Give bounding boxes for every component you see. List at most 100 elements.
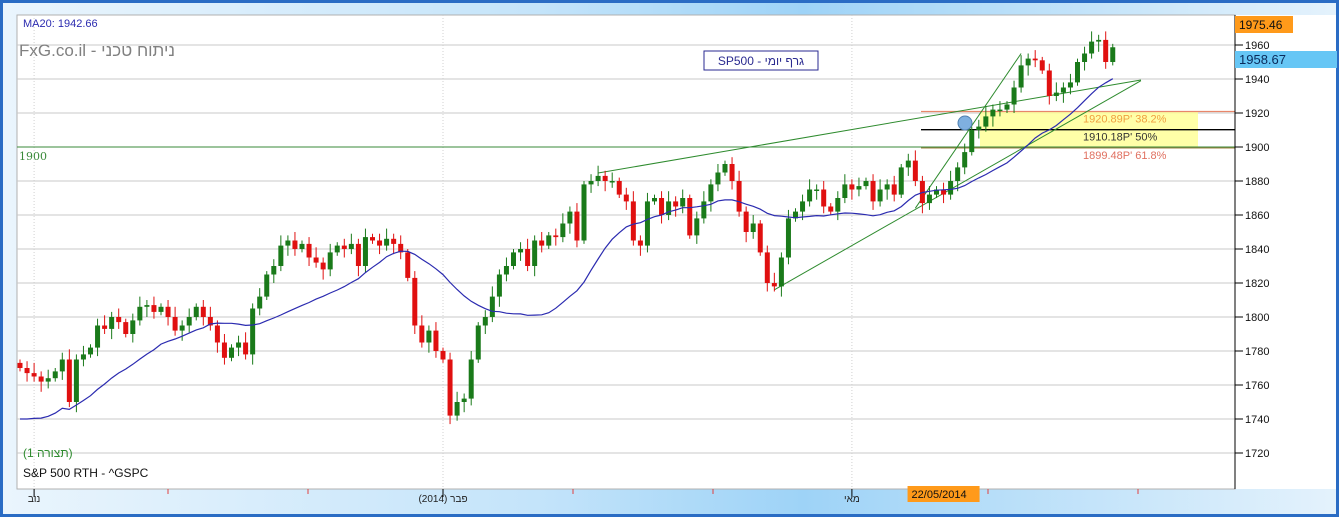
candle-body xyxy=(821,189,827,207)
candle-body xyxy=(278,245,284,266)
candle-body xyxy=(1053,92,1059,96)
candle-body xyxy=(186,317,192,326)
price-axis xyxy=(1235,15,1336,489)
ma20-label: MA20: 1942.66 xyxy=(23,18,98,30)
candle-body xyxy=(616,181,622,195)
x-tick-label: נוב xyxy=(28,494,41,505)
instrument-label: S&P 500 RTH - ^GSPC xyxy=(23,466,149,480)
candle-body xyxy=(320,262,326,270)
candle-body xyxy=(468,359,474,399)
candle-body xyxy=(990,109,996,117)
candle-body xyxy=(250,308,256,355)
candle-body xyxy=(257,296,263,309)
candle-body xyxy=(1089,41,1095,54)
candle-body xyxy=(461,398,467,402)
candle-body xyxy=(503,266,509,275)
candle-body xyxy=(525,249,531,266)
fibonacci-level-label: 1910.18P' 50% xyxy=(1083,132,1157,144)
candle-body xyxy=(31,373,37,377)
last-value: 1958.67 xyxy=(1239,52,1286,67)
candle-body xyxy=(962,152,968,168)
candle-body xyxy=(659,198,665,215)
candle-body xyxy=(983,116,989,127)
marker-ball-icon xyxy=(957,115,973,131)
candle-body xyxy=(1082,53,1088,62)
x-tick-label: מאי xyxy=(844,494,860,505)
candle-body xyxy=(419,325,425,343)
candle-body xyxy=(362,237,368,266)
brand-watermark: FxG.co.il - ניתוח טכני xyxy=(19,41,175,60)
candle-body xyxy=(609,181,615,183)
candle-body xyxy=(680,198,686,207)
candle-body xyxy=(102,325,108,329)
candle-body xyxy=(236,342,242,348)
candle-body xyxy=(842,184,848,198)
y-tick-label: 1760 xyxy=(1245,380,1269,392)
candle-body xyxy=(595,175,601,181)
candle-body xyxy=(785,218,791,258)
candle-body xyxy=(348,243,354,249)
candle-body xyxy=(88,347,93,355)
candle-body xyxy=(644,201,650,246)
candle-body xyxy=(412,277,418,326)
candle-body xyxy=(1018,65,1024,88)
candle-body xyxy=(532,240,538,266)
candle-body xyxy=(38,376,44,382)
candle-body xyxy=(757,223,763,253)
candle-body xyxy=(496,274,502,297)
candle-body xyxy=(652,198,657,202)
candle-body xyxy=(454,402,460,416)
candle-body xyxy=(137,306,143,321)
candle-body xyxy=(391,238,397,244)
candle-body xyxy=(158,306,164,312)
candle-body xyxy=(313,257,319,263)
trendline xyxy=(914,53,1022,209)
candle-body xyxy=(271,266,277,275)
candle-body xyxy=(1096,39,1102,42)
candle-body xyxy=(221,342,227,358)
candle-body xyxy=(200,306,206,317)
line-1900-label: 1900 xyxy=(19,150,47,163)
cursor-date: 22/05/2014 xyxy=(912,489,967,501)
candle-body xyxy=(602,175,608,181)
candle-body xyxy=(66,359,72,402)
candle-body xyxy=(553,235,559,238)
candle-body xyxy=(546,235,552,246)
last-price-badge xyxy=(1235,51,1337,68)
candle-body xyxy=(976,126,982,130)
y-tick-label: 1820 xyxy=(1245,278,1269,290)
candle-body xyxy=(341,245,347,249)
candle-body xyxy=(285,240,291,246)
candle-body xyxy=(877,189,883,202)
y-tick-label: 1900 xyxy=(1245,142,1269,154)
fibonacci-level-label: 1899.48P' 61.8% xyxy=(1083,150,1167,162)
candle-body xyxy=(384,238,390,246)
candle-body xyxy=(144,305,150,307)
high-value: 1975.46 xyxy=(1239,18,1283,32)
candle-body xyxy=(116,317,122,323)
candle-body xyxy=(229,347,234,358)
cursor-date-badge xyxy=(907,486,980,502)
candlestick-chart[interactable]: 1920.89P' 38.2% 1910.18P' 50% 1899.48P' 61… xyxy=(3,3,1339,520)
candle-body xyxy=(581,184,587,241)
candle-body xyxy=(793,211,798,219)
candle-body xyxy=(440,351,446,360)
y-tick-label: 1860 xyxy=(1245,210,1269,222)
y-tick-label: 1740 xyxy=(1245,414,1269,426)
candle-body xyxy=(151,305,157,312)
candle-body xyxy=(835,198,841,212)
candle-body xyxy=(948,181,954,195)
y-tick-label: 1800 xyxy=(1245,312,1269,324)
candle-body xyxy=(370,237,375,241)
candle-body xyxy=(764,252,770,283)
y-tick-label: 1940 xyxy=(1245,74,1269,86)
candle-body xyxy=(207,317,213,326)
candle-body xyxy=(398,243,404,253)
candle-body xyxy=(306,243,312,258)
candle-body xyxy=(694,218,700,236)
candle-body xyxy=(123,322,129,334)
candle-body xyxy=(334,245,340,253)
candle-body xyxy=(518,249,524,253)
candle-body xyxy=(1004,104,1010,110)
